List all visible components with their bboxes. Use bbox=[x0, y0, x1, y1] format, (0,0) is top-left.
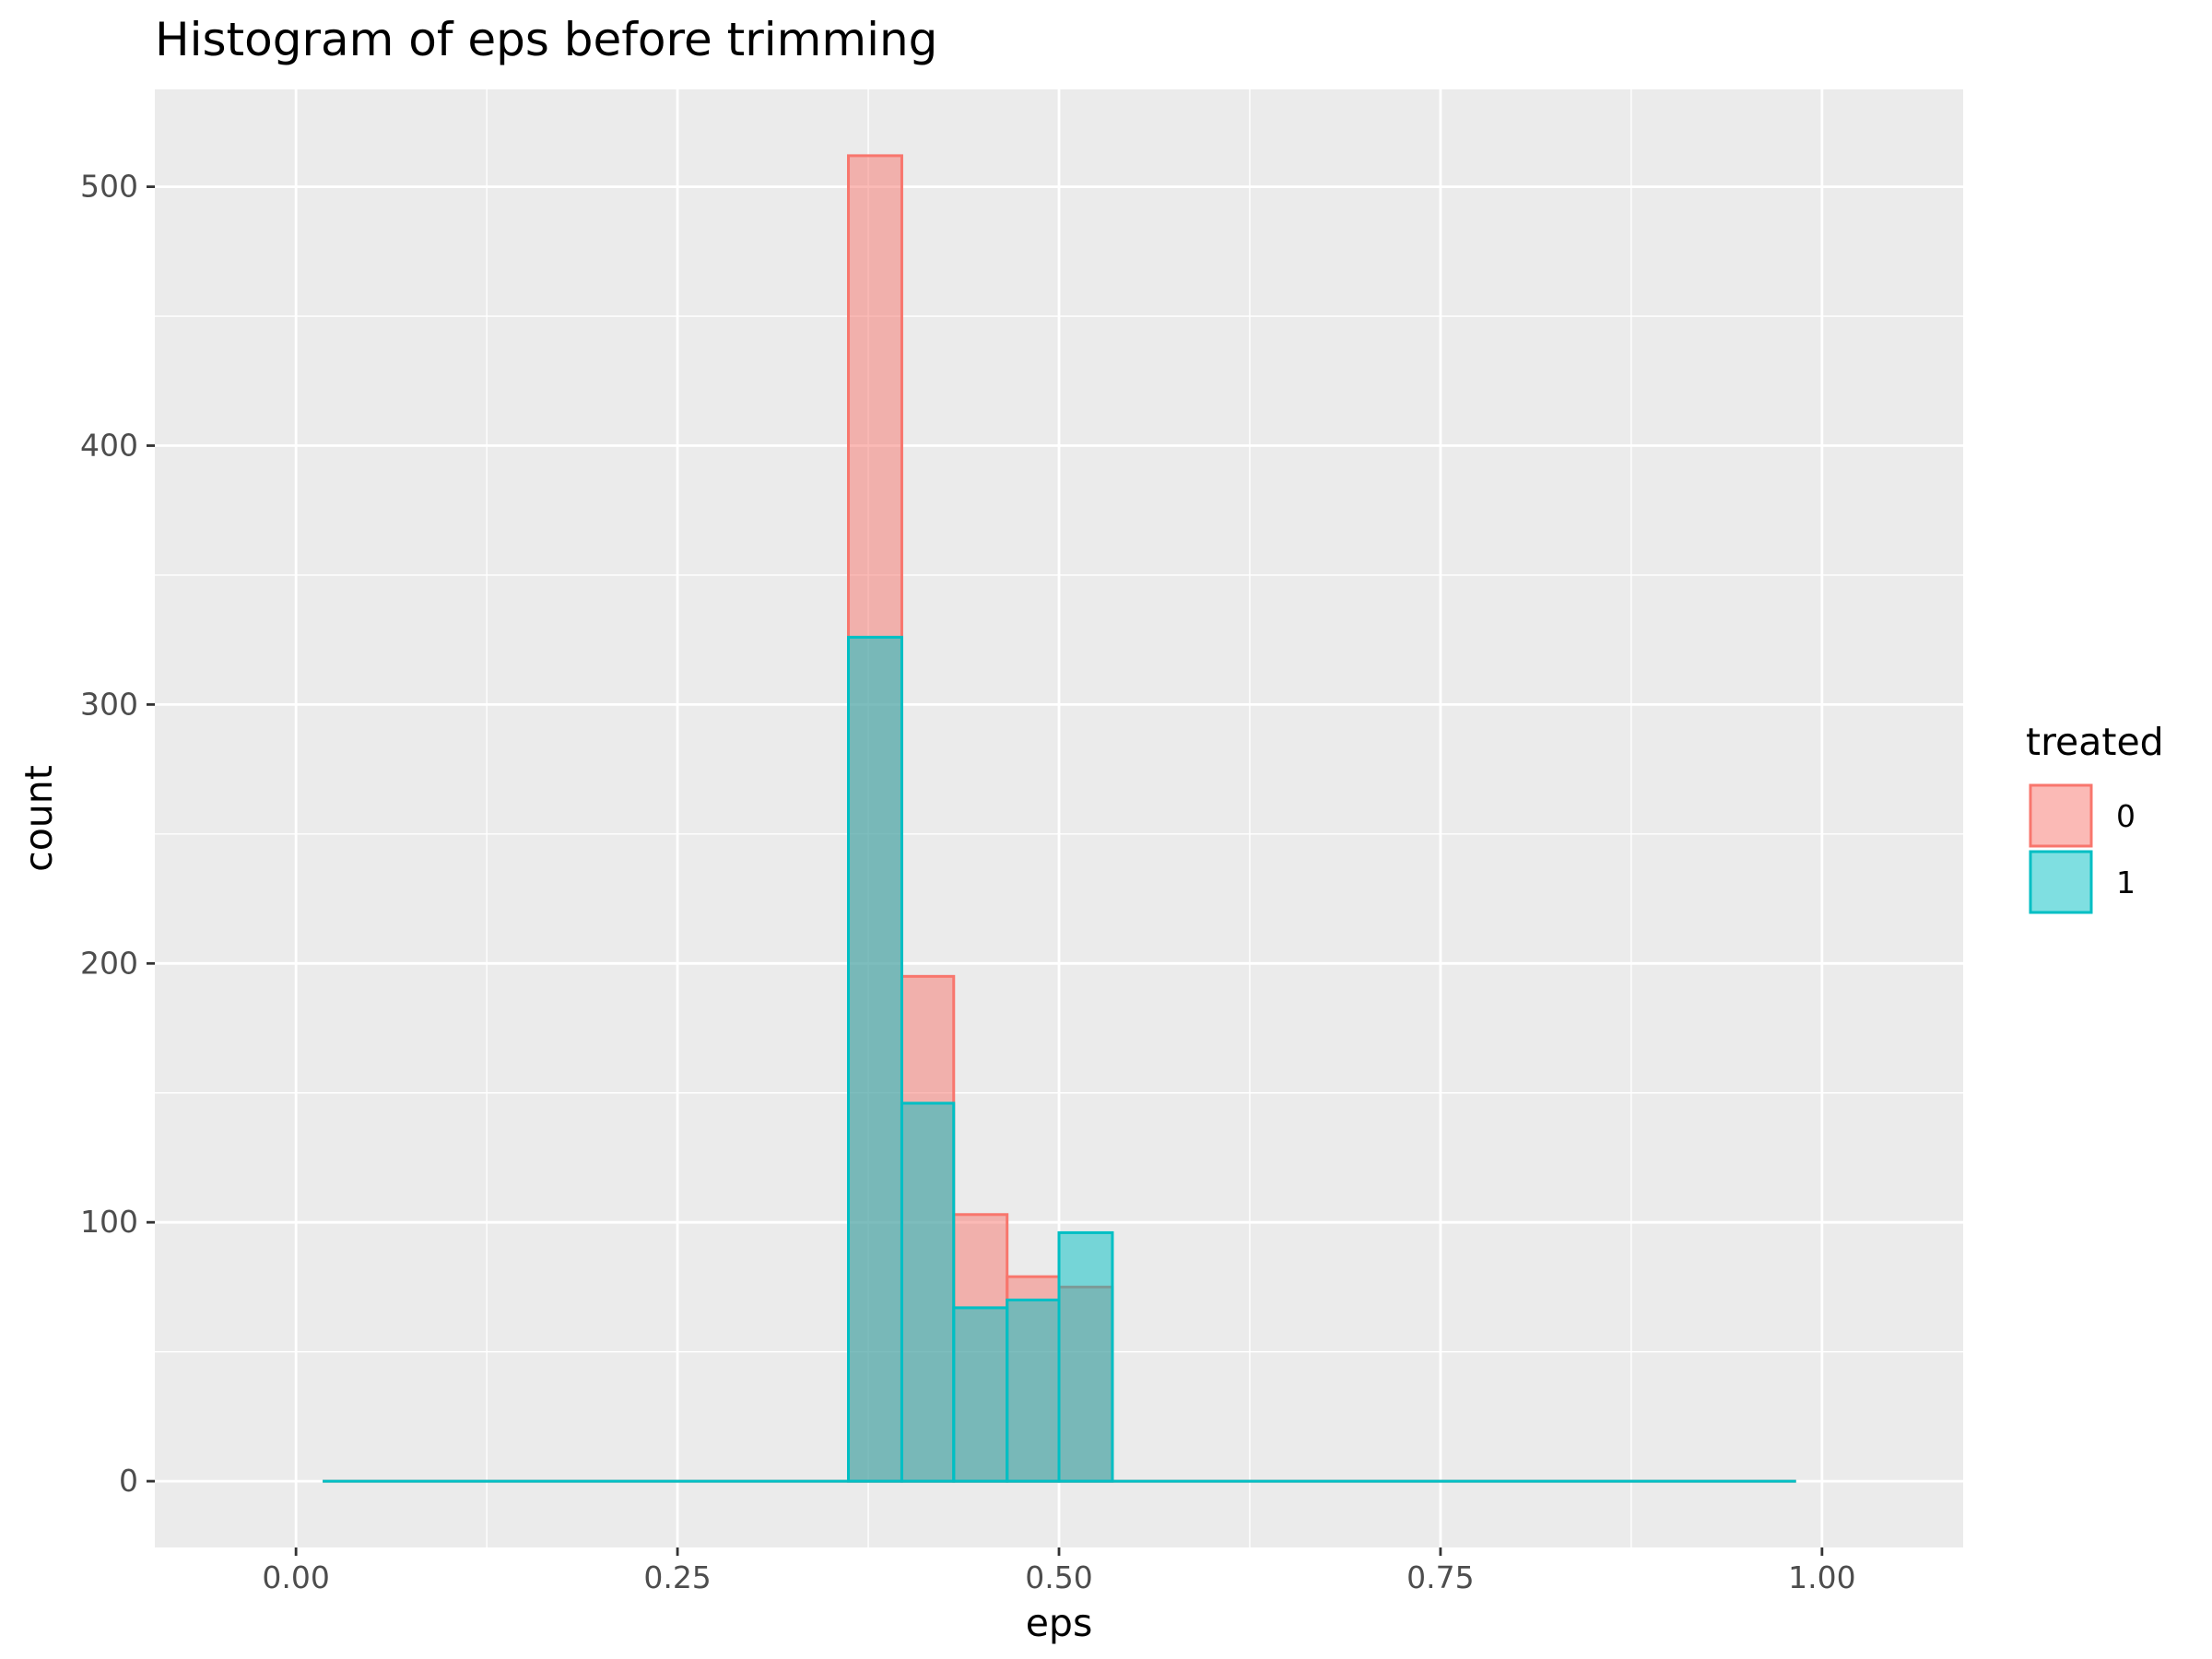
legend-label-1: 1 bbox=[2116, 865, 2136, 900]
legend-key-1 bbox=[2029, 850, 2093, 914]
x-axis-title: eps bbox=[1026, 1601, 1093, 1645]
y-tick-label: 200 bbox=[80, 945, 138, 981]
legend-title: treated bbox=[2026, 720, 2164, 764]
chart-title: Histogram of eps before trimming bbox=[155, 13, 937, 66]
x-tick-label: 0.75 bbox=[1406, 1559, 1474, 1595]
histogram-bars bbox=[323, 154, 1796, 1483]
y-tick-label: 100 bbox=[80, 1204, 138, 1240]
y-tick-label: 500 bbox=[80, 169, 138, 205]
bar-series-1 bbox=[952, 1306, 1009, 1483]
x-tick-label: 1.00 bbox=[1788, 1559, 1855, 1595]
x-tick-label: 0.00 bbox=[262, 1559, 329, 1595]
bar-series-1 bbox=[1006, 1298, 1061, 1483]
bar-series-1 bbox=[900, 1101, 956, 1483]
x-axis: 0.00 0.25 0.50 0.75 1.00 bbox=[262, 1547, 1856, 1595]
y-tick-label: 400 bbox=[80, 428, 138, 464]
legend-label-0: 0 bbox=[2116, 798, 2136, 834]
legend: treated 0 1 bbox=[2026, 720, 2164, 914]
y-axis-title: count bbox=[17, 765, 61, 872]
x-tick-label: 0.25 bbox=[643, 1559, 711, 1595]
bar-series-1 bbox=[1057, 1230, 1114, 1483]
x-tick-label: 0.50 bbox=[1025, 1559, 1092, 1595]
bar-series-1 bbox=[847, 635, 903, 1483]
y-tick-label: 300 bbox=[80, 686, 138, 722]
legend-key-0 bbox=[2029, 783, 2093, 848]
y-axis: 0 100 200 300 400 500 bbox=[80, 169, 155, 1499]
y-tick-label: 0 bbox=[119, 1463, 138, 1499]
